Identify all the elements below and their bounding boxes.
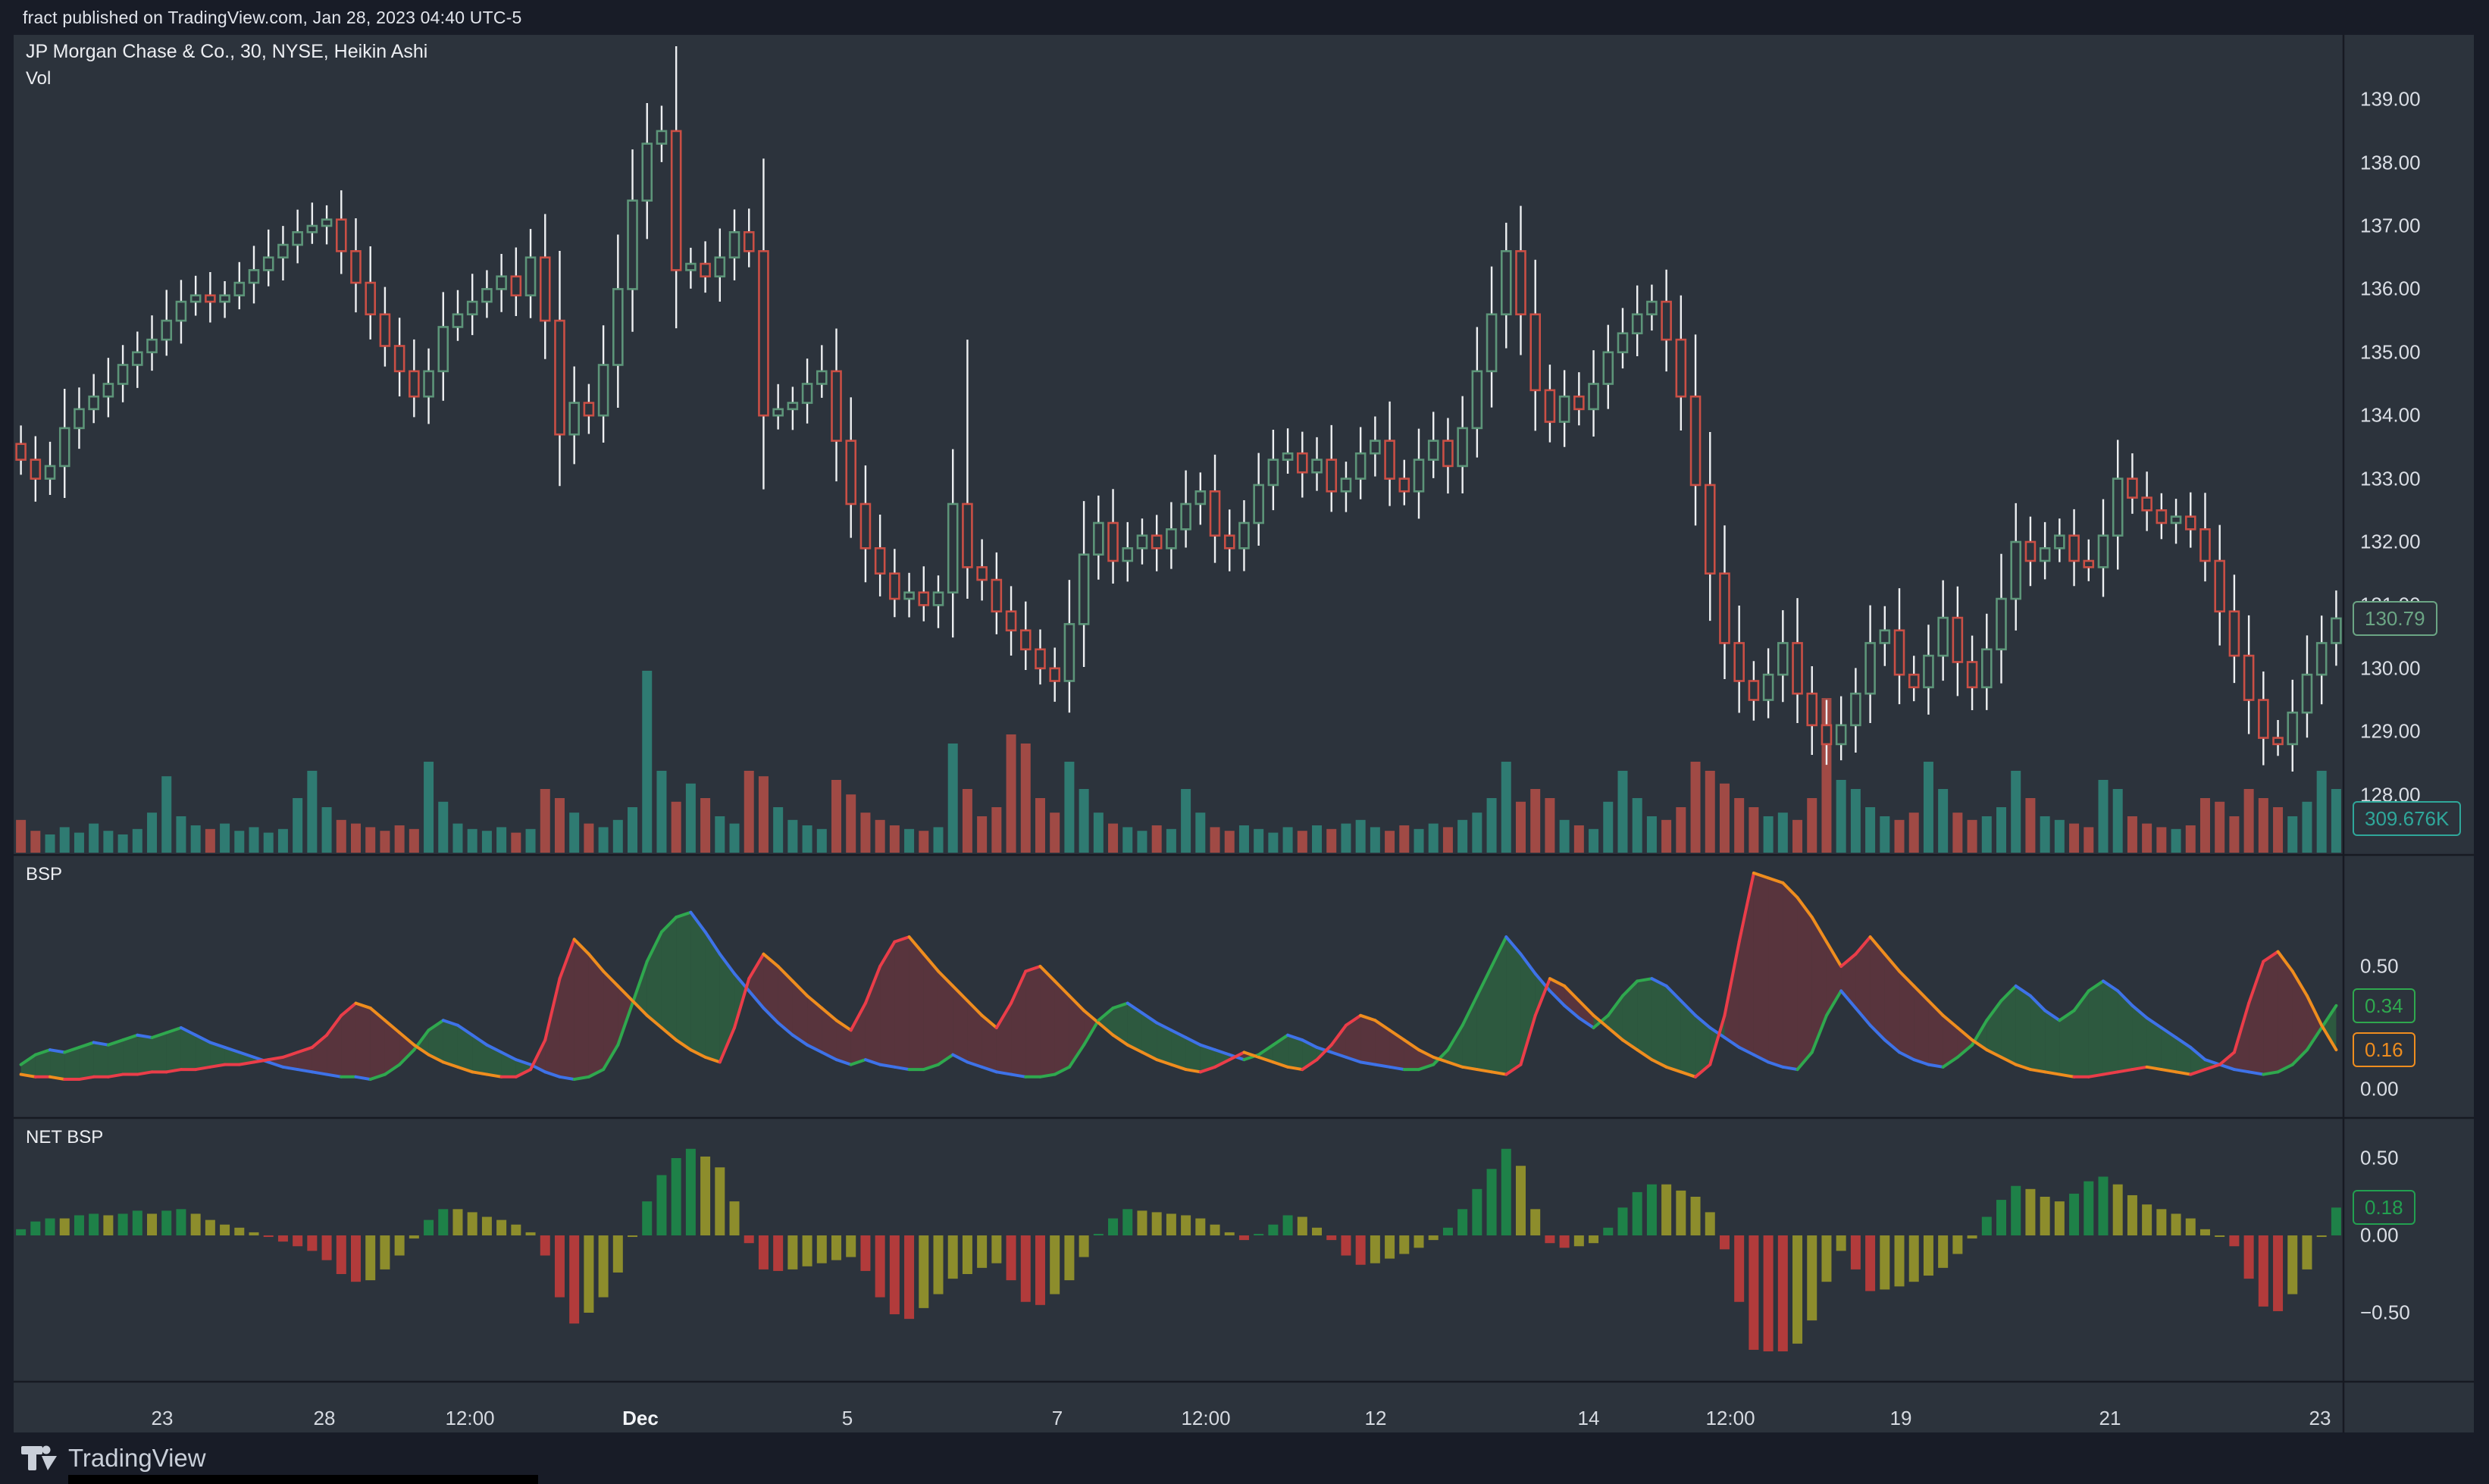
net-tick: 0.00: [2360, 1223, 2399, 1247]
time-tick: 12:00: [445, 1407, 495, 1429]
price-tick: 137.00: [2360, 214, 2421, 237]
price-tick: 134.00: [2360, 403, 2421, 427]
time-tick: 28: [313, 1407, 336, 1429]
symbol-title[interactable]: JP Morgan Chase & Co., 30, NYSE, Heikin …: [26, 41, 428, 62]
price-tick: 132.00: [2360, 530, 2421, 553]
bsp-tick: 0.50: [2360, 954, 2399, 978]
net-tick: 0.50: [2360, 1146, 2399, 1169]
publish-info-text: fract published on TradingView.com, Jan …: [23, 7, 522, 27]
time-tick: 19: [1889, 1407, 1912, 1429]
volume-indicator-label[interactable]: Vol: [26, 68, 52, 89]
pane-dividers: [14, 35, 2474, 1432]
time-tick: 23: [2309, 1407, 2331, 1429]
tradingview-footer: TradingView: [0, 1432, 2489, 1484]
time-tick: 23: [151, 1407, 174, 1429]
time-tick: 7: [1051, 1407, 1063, 1429]
candlestick-series: [15, 46, 2342, 772]
time-tick: Dec: [622, 1407, 659, 1429]
time-tick: 12:00: [1705, 1407, 1755, 1429]
bsp-tick: 0.00: [2360, 1077, 2399, 1100]
net-tick: −0.50: [2360, 1301, 2410, 1324]
publish-header: fract published on TradingView.com, Jan …: [0, 0, 2489, 35]
price-tick: 135.00: [2360, 340, 2421, 364]
last-price-label: 130.79: [2353, 600, 2437, 636]
bsp-sell-value-label: 0.16: [2353, 1032, 2415, 1068]
bsp-line-series: [19, 871, 2338, 1082]
bsp-fill-areas: [20, 872, 2337, 1080]
price-tick: 139.00: [2360, 87, 2421, 111]
last-volume-label: 309.676K: [2353, 801, 2462, 836]
volume-series: [16, 671, 2341, 853]
tradingview-logo-icon[interactable]: [21, 1443, 58, 1473]
time-tick: 5: [841, 1407, 853, 1429]
chart-plot-area[interactable]: [14, 35, 2474, 1432]
chart-svg[interactable]: [14, 35, 2474, 1432]
bsp-indicator-label[interactable]: BSP: [26, 864, 63, 884]
chart-container[interactable]: JP Morgan Chase & Co., 30, NYSE, Heikin …: [14, 35, 2474, 1432]
price-tick: 129.00: [2360, 719, 2421, 743]
time-tick: 21: [2099, 1407, 2121, 1429]
price-tick: 138.00: [2360, 151, 2421, 174]
net-bsp-value-label: 0.18: [2353, 1190, 2415, 1226]
time-tick: 14: [1577, 1407, 1600, 1429]
price-tick: 130.00: [2360, 656, 2421, 680]
price-tick: 133.00: [2360, 467, 2421, 490]
net-bsp-histogram: [16, 1148, 2341, 1351]
bottom-black-strip: [68, 1475, 538, 1484]
tradingview-brand-text[interactable]: TradingView: [68, 1444, 206, 1472]
time-tick: 12:00: [1181, 1407, 1231, 1429]
price-tick: 136.00: [2360, 277, 2421, 300]
bsp-buy-value-label: 0.34: [2353, 988, 2415, 1023]
net-bsp-indicator-label[interactable]: NET BSP: [26, 1127, 104, 1147]
time-tick: 12: [1364, 1407, 1387, 1429]
